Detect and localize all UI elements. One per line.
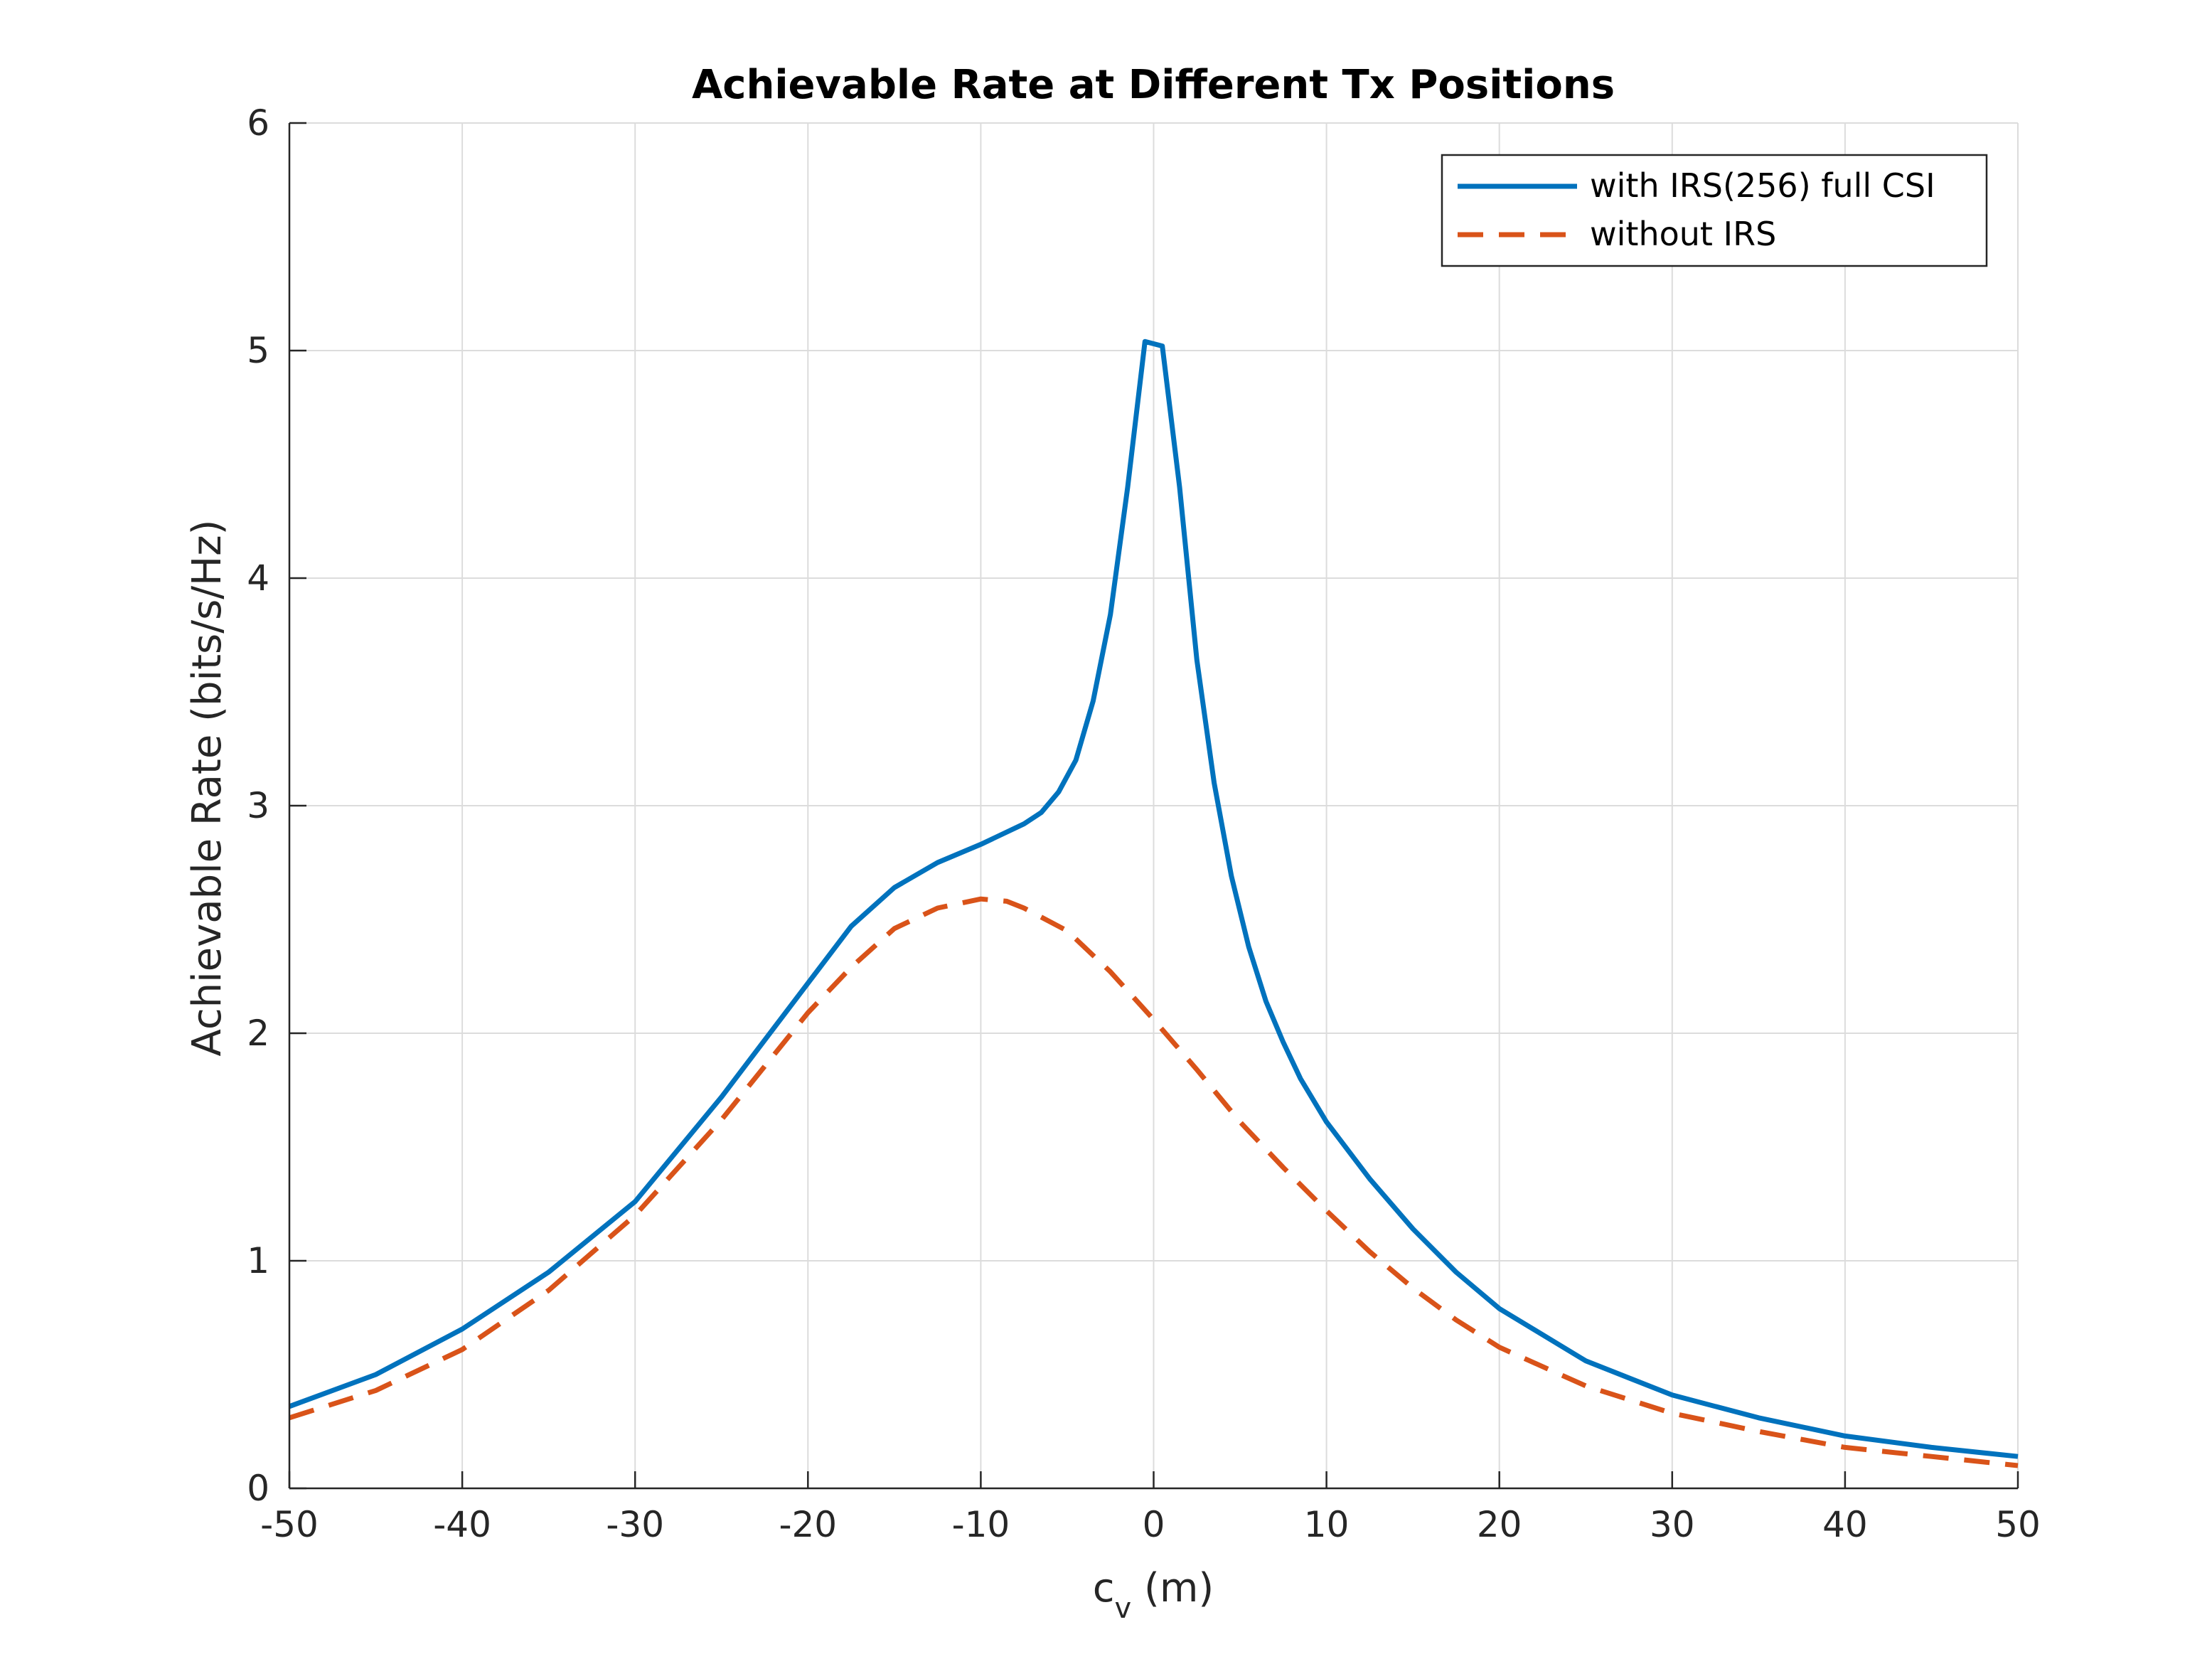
x-axis-label-unit: (m) — [1131, 1565, 1214, 1611]
legend-label-with-irs: with IRS(256) full CSI — [1590, 166, 1935, 205]
legend: with IRS(256) full CSI without IRS — [1441, 154, 1988, 267]
x-tick-label: 50 — [1995, 1504, 2041, 1545]
x-tick-label: -40 — [433, 1504, 491, 1545]
x-tick-label: 40 — [1822, 1504, 1868, 1545]
plot-area — [288, 338, 2019, 1468]
y-axis-label: Achievable Rate (bits/s/Hz) — [184, 520, 230, 1057]
x-tick-label: 30 — [1650, 1504, 1695, 1545]
legend-label-without-irs: without IRS — [1590, 215, 1776, 253]
axes — [288, 122, 2019, 1490]
tick-labels: -50 -40 -30 -20 -10 0 10 20 30 40 50 0 1 2 3 4 5 6 — [247, 102, 2041, 1545]
x-tick-label: 0 — [1143, 1504, 1165, 1545]
x-tick-label: -50 — [260, 1504, 319, 1545]
x-tick-label: -10 — [952, 1504, 1010, 1545]
x-tick-label: 10 — [1304, 1504, 1350, 1545]
series-line-without-irs — [288, 896, 2019, 1468]
y-tick-label: 0 — [247, 1468, 269, 1509]
x-axis-label-subscript: v — [1115, 1592, 1132, 1625]
series-line-with-irs — [288, 338, 2019, 1459]
x-axis-label: cv (m) — [1093, 1565, 1214, 1625]
x-tick-label: -20 — [779, 1504, 837, 1545]
legend-box — [1441, 154, 1988, 267]
chart-title: Achievable Rate at Different Tx Position… — [692, 62, 1615, 108]
y-tick-label: 1 — [247, 1240, 269, 1281]
x-tick-label: 20 — [1477, 1504, 1522, 1545]
y-tick-label: 5 — [247, 330, 269, 371]
y-tick-label: 3 — [247, 785, 269, 826]
y-tick-label: 2 — [247, 1013, 269, 1054]
x-axis-label-main: c — [1093, 1565, 1115, 1611]
y-tick-label: 6 — [247, 102, 269, 144]
grid — [289, 122, 2019, 1488]
y-tick-label: 4 — [247, 558, 269, 599]
x-tick-label: -30 — [606, 1504, 664, 1545]
